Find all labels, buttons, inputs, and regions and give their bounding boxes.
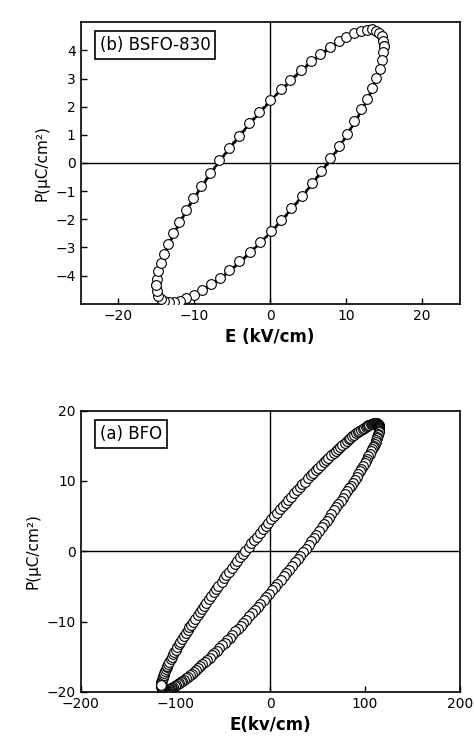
X-axis label: E(kv/cm): E(kv/cm) (229, 716, 311, 734)
Text: (a) BFO: (a) BFO (100, 425, 162, 443)
Y-axis label: P(μC/cm²): P(μC/cm²) (35, 125, 50, 201)
Text: (b) BSFO-830: (b) BSFO-830 (100, 36, 210, 54)
X-axis label: E (kV/cm): E (kV/cm) (226, 328, 315, 346)
Y-axis label: P(μC/cm²): P(μC/cm²) (26, 513, 41, 589)
